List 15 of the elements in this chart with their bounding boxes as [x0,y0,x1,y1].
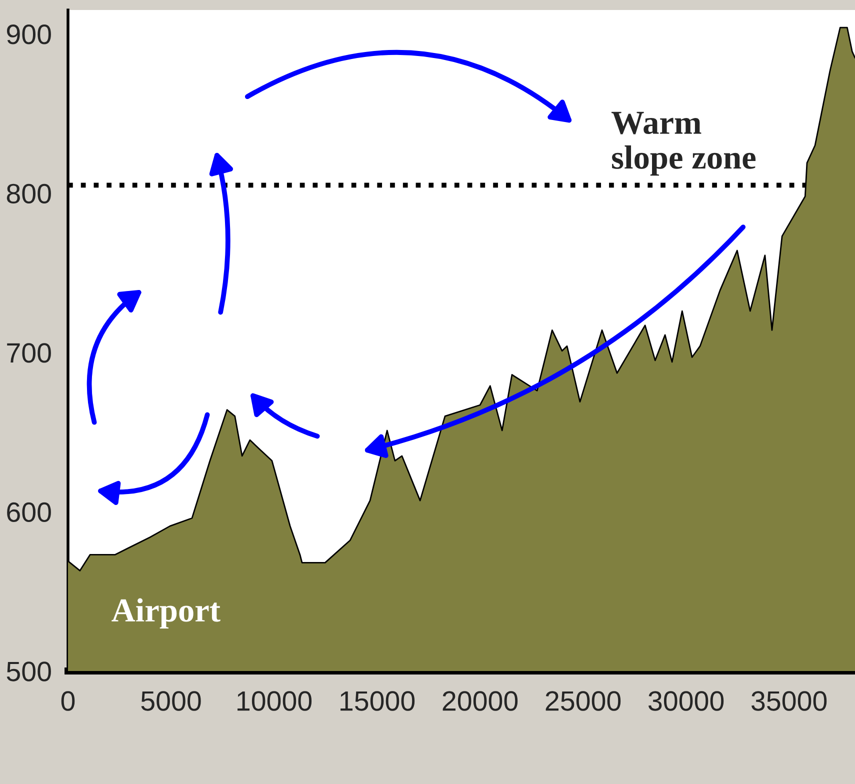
y-tick-label: 800 [6,184,51,204]
x-tick-label: 0 [61,691,75,711]
y-tick-label: 600 [7,502,51,522]
x-tick-label: 10000 [238,691,312,711]
annotation: Airport [112,598,220,629]
x-tick-label: 25000 [546,691,621,711]
ref-line-label: Warm slope zone [612,112,756,176]
x-tick-label: 30000 [648,691,724,711]
y-tick-label: 700 [7,343,51,363]
y-tick-label: 900 [6,24,51,44]
x-tick-label: 35000 [752,691,827,711]
y-tick-label: 500 [6,662,51,682]
x-tick-label: 20000 [442,691,518,711]
x-tick-label: 15000 [340,691,415,711]
x-tick-label: 5000 [141,691,201,711]
